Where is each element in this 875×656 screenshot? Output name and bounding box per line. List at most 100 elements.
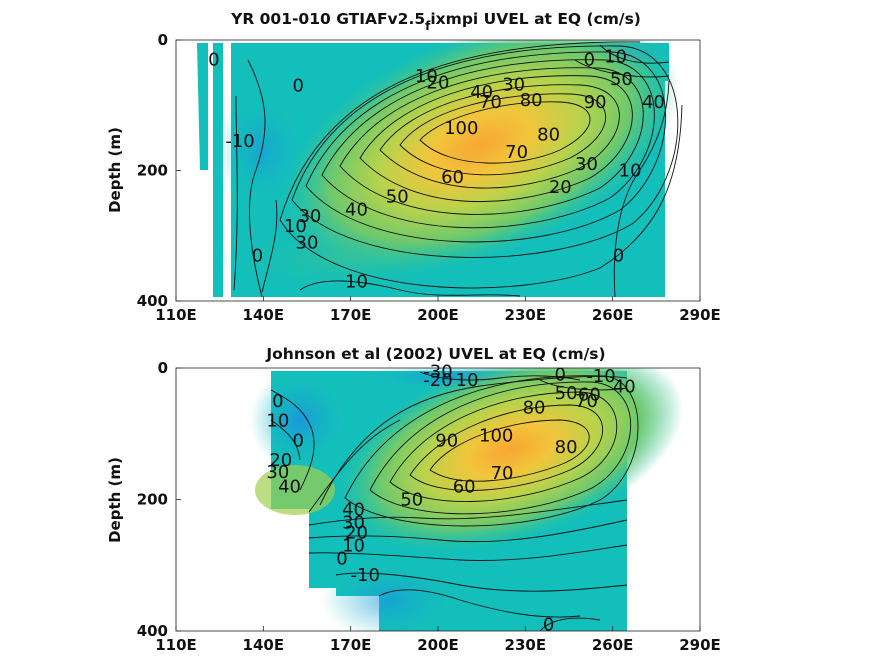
y-tick-label: 200 — [137, 491, 168, 509]
contour-label: 0 — [293, 430, 304, 451]
field-negative-bottom-deep — [320, 560, 460, 631]
y-tick-label: 200 — [137, 162, 168, 180]
contour-label: 50 — [386, 187, 409, 208]
contour-label: 50 — [400, 490, 423, 511]
contour-label: -10 — [225, 131, 254, 152]
contour-label: 10 — [619, 161, 642, 182]
contour-label: 80 — [520, 90, 543, 111]
contour-label: 10 — [415, 66, 438, 87]
x-tick-label: 260E — [592, 306, 634, 324]
contours-bottom — [270, 371, 639, 631]
contour-label: 10 — [342, 536, 365, 557]
contour-label: 0 — [293, 76, 304, 97]
contour-label: 70 — [575, 391, 598, 412]
x-ticks-top: 110E 140E 170E 200E 230E 260E 290E — [155, 296, 721, 324]
contour-label: 0 — [584, 50, 595, 71]
contour-label: -30 — [423, 361, 452, 382]
y-tick-label: 400 — [137, 292, 168, 310]
y-ticks-top: 0 200 400 — [137, 31, 181, 310]
contour-label: 30 — [342, 513, 365, 534]
y-axis-label-bottom: Depth (m) — [106, 457, 124, 543]
contour-label: 30 — [266, 462, 289, 483]
contour-label: 10 — [345, 271, 368, 292]
contour-label: 0 — [272, 391, 283, 412]
x-tick-label: 170E — [330, 636, 372, 654]
x-tick-label: 110E — [155, 636, 197, 654]
contour-label: 40 — [613, 376, 636, 397]
contour-label: 10 — [284, 216, 307, 237]
x-tick-label: 140E — [243, 636, 285, 654]
contour-label: 50 — [555, 383, 578, 404]
x-tick-label: 110E — [155, 306, 197, 324]
contour-label: 10 — [604, 46, 627, 67]
x-tick-label: 170E — [330, 306, 372, 324]
contour-label: 40 — [470, 82, 493, 103]
x-tick-label: 260E — [592, 636, 634, 654]
contour-label: 60 — [453, 476, 476, 497]
x-tick-label: 140E — [243, 306, 285, 324]
x-tick-label: 230E — [505, 306, 547, 324]
x-tick-label: 290E — [679, 306, 721, 324]
y-tick-label: 0 — [158, 31, 168, 49]
contour-label: 10 — [456, 370, 479, 391]
contour-label: 80 — [537, 125, 560, 146]
contour-label: 10 — [266, 411, 289, 432]
panel-bottom: Johnson et al (2002) UVEL at EQ (cm/s) — [106, 345, 721, 654]
x-tick-label: 200E — [417, 306, 459, 324]
contour-label: 0 — [613, 245, 624, 266]
contour-label: 90 — [584, 92, 607, 113]
contour-label: 20 — [345, 522, 368, 543]
contour-label: 70 — [491, 463, 514, 484]
contour-label: 0 — [336, 549, 347, 570]
contour-label: 100 — [444, 118, 478, 139]
contour-label: 20 — [549, 177, 572, 198]
contour-label: 100 — [479, 426, 513, 447]
field-core-bottom — [336, 368, 684, 553]
panel-top: YR 001-010 GTIAFv2.5fixmpi UVEL at EQ (c… — [106, 10, 721, 324]
contour-label: 80 — [555, 437, 578, 458]
contour-label: 40 — [342, 499, 365, 520]
contour-label: 30 — [296, 232, 319, 253]
contour-label: 40 — [642, 92, 665, 113]
contour-label: 50 — [610, 69, 633, 90]
y-tick-label: 0 — [158, 359, 168, 377]
x-tick-label: 200E — [417, 636, 459, 654]
plot-area-bottom — [250, 368, 684, 631]
x-tick-label: 290E — [679, 636, 721, 654]
field-positive-bottom-west — [255, 465, 335, 515]
contour-label: 20 — [427, 72, 450, 93]
contour-label: 30 — [575, 154, 598, 175]
contour-label: 30 — [502, 74, 525, 95]
x-tick-label: 230E — [505, 636, 547, 654]
contour-label: 90 — [435, 430, 458, 451]
contour-label: -10 — [351, 565, 380, 586]
contour-label: 60 — [578, 384, 601, 405]
contour-label: 40 — [278, 476, 301, 497]
plot-area-top — [197, 40, 683, 298]
y-ticks-bottom: 0 200 400 — [137, 359, 181, 640]
field-negative-bottom-nw — [250, 370, 350, 470]
field-core-top — [280, 40, 680, 274]
contour-label: 30 — [298, 206, 321, 227]
x-ticks-bottom: 110E 140E 170E 200E 230E 260E 290E — [155, 626, 721, 654]
title-bottom: Johnson et al (2002) UVEL at EQ (cm/s) — [265, 345, 605, 363]
y-axis-label-top: Depth (m) — [106, 127, 124, 213]
contour-label: -10 — [586, 366, 615, 387]
contour-label: 60 — [441, 167, 464, 188]
contour-label: 0 — [555, 365, 566, 386]
y-tick-label: 400 — [137, 622, 168, 640]
contours-top — [233, 41, 683, 298]
contour-label: 70 — [479, 92, 502, 113]
contour-label: 70 — [505, 142, 528, 163]
contour-label: 0 — [543, 614, 554, 635]
contour-label: 0 — [208, 50, 219, 71]
title-top: YR 001-010 GTIAFv2.5fixmpi UVEL at EQ (c… — [230, 10, 641, 33]
contour-label: 40 — [345, 200, 368, 221]
contour-label: 20 — [269, 450, 292, 471]
contour-label: 0 — [252, 245, 263, 266]
contour-label: 80 — [523, 397, 546, 418]
contour-label: -20 — [423, 370, 452, 391]
